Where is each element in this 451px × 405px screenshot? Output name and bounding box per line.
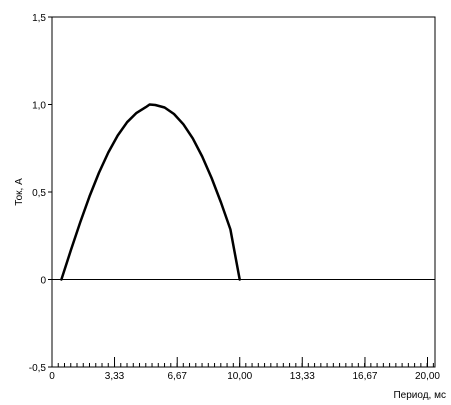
x-tick-label: 10,00 — [227, 371, 252, 382]
x-tick-label: 20,00 — [415, 371, 440, 382]
x-tick-label: 16,67 — [352, 371, 377, 382]
y-major-ticks — [48, 16, 52, 368]
minor-x-ticks — [51, 363, 434, 367]
y-tick-label: -0,5 — [29, 363, 47, 374]
y-tick-label: 1,0 — [32, 101, 46, 112]
y-tick-label: 1,5 — [32, 13, 46, 24]
x-tick-labels: 0 3,33 6,67 10,00 13,33 16,67 20,00 — [49, 371, 440, 382]
y-tick-label: 0,5 — [32, 188, 46, 199]
series-line — [60, 103, 241, 281]
x-tick-label: 13,33 — [290, 371, 315, 382]
y-axis-label: Ток, А — [14, 178, 25, 206]
y-tick-labels: -0,5 0 0,5 1,0 1,5 — [29, 13, 47, 374]
x-tick-label: 0 — [49, 371, 55, 382]
x-tick-label: 6,67 — [167, 371, 187, 382]
x-major-ticks — [51, 357, 428, 367]
x-tick-label: 3,33 — [105, 371, 125, 382]
plot-frame — [51, 16, 436, 368]
x-axis-label: Период, мс — [393, 390, 446, 401]
y-tick-label: 0 — [40, 276, 46, 287]
